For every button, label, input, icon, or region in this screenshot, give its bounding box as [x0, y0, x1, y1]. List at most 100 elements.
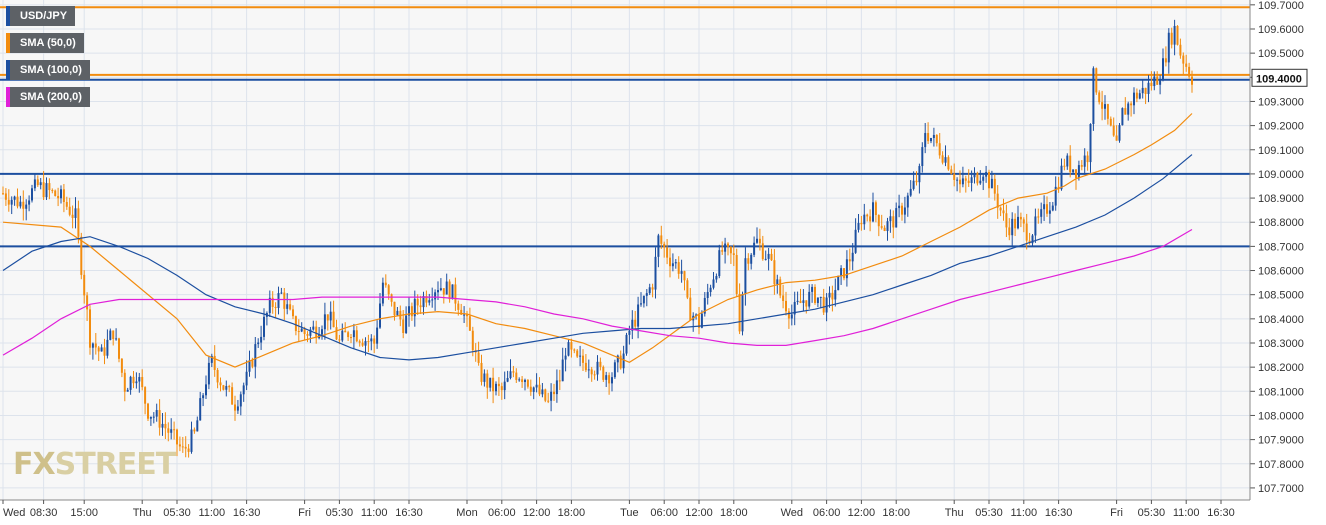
candle-body: [1008, 227, 1011, 236]
candle-body: [234, 404, 236, 411]
candle-body: [181, 446, 184, 448]
candle-body: [297, 331, 300, 333]
candle-body: [1043, 204, 1046, 210]
candle-body: [210, 355, 213, 363]
candle-body: [550, 391, 553, 401]
candle-body: [663, 243, 666, 248]
candle-body: [700, 313, 703, 328]
candle-body: [787, 311, 790, 319]
candle-body: [808, 291, 811, 307]
candle-body: [103, 347, 106, 356]
candle-body: [657, 235, 660, 257]
candle-body: [895, 208, 898, 228]
candle-body: [906, 195, 909, 208]
candle-body: [880, 226, 883, 228]
candle-body: [463, 314, 466, 316]
candle-body: [393, 301, 396, 316]
candle-body: [332, 311, 335, 328]
candle-body: [277, 293, 280, 308]
candle-body: [640, 303, 642, 305]
candle-body: [924, 133, 927, 148]
candle-body: [613, 362, 616, 378]
candle-body: [582, 355, 584, 363]
candle-body: [555, 380, 558, 395]
candle-body: [529, 386, 532, 392]
candle-body: [976, 173, 979, 184]
candle-body: [129, 376, 132, 390]
candle-body: [228, 386, 231, 388]
candle-body: [1048, 210, 1051, 214]
candle-body: [837, 275, 840, 291]
candle-body: [236, 406, 239, 411]
x-tick-label: 11:00: [1173, 507, 1200, 519]
candle-body: [959, 179, 961, 185]
candle-body: [126, 389, 129, 392]
candle-body: [451, 284, 454, 300]
candle-body: [619, 355, 622, 369]
candle-body: [1118, 125, 1121, 141]
y-tick-label: 108.8000: [1258, 217, 1304, 229]
candle-body: [1191, 76, 1193, 85]
candle-body: [80, 236, 83, 275]
candle-body: [903, 207, 906, 215]
candle-body: [724, 243, 727, 252]
candle-body: [1138, 93, 1141, 99]
candle-body: [263, 316, 265, 337]
candle-body: [785, 300, 787, 312]
candle-body: [500, 386, 503, 391]
candle-body: [222, 385, 225, 390]
candle-body: [358, 341, 361, 343]
candle-body: [132, 376, 135, 384]
candle-body: [118, 338, 120, 359]
candle-body: [434, 292, 437, 300]
candle-body: [877, 215, 880, 227]
candle-body: [1069, 155, 1072, 173]
candle-body: [625, 334, 628, 354]
candle-body: [402, 319, 405, 334]
plot-area: [0, 0, 1250, 500]
candle-body: [1101, 102, 1104, 109]
candle-body: [1075, 169, 1077, 179]
candle-body: [1162, 58, 1164, 81]
candle-body: [634, 319, 637, 327]
candle-body: [384, 282, 387, 286]
candle-body: [274, 306, 277, 308]
legend-item-sma200: SMA (200,0): [6, 87, 90, 107]
x-tick-label: 12:00: [848, 507, 876, 519]
candle-body: [257, 342, 260, 345]
candle-body: [207, 362, 210, 385]
candle-body: [231, 387, 234, 405]
candle-body: [1092, 68, 1095, 124]
candle-body: [379, 303, 381, 328]
x-axis-panel: [0, 500, 1326, 525]
candle-body: [135, 381, 138, 384]
candle-body: [106, 339, 109, 356]
candle-body: [83, 274, 86, 296]
candle-body: [857, 222, 860, 230]
candle-body: [213, 355, 216, 370]
candle-body: [579, 355, 582, 357]
candle-body: [390, 294, 393, 302]
candle-body: [921, 147, 924, 167]
candle-body: [416, 298, 419, 306]
candle-body: [819, 296, 822, 298]
candle-body: [790, 314, 793, 319]
candle-body: [805, 300, 808, 307]
candle-body: [283, 292, 286, 309]
candle-body: [680, 271, 683, 274]
candle-body: [376, 327, 379, 344]
candle-body: [953, 173, 956, 180]
candle-body: [315, 326, 318, 339]
candle-body: [387, 285, 390, 295]
candle-body: [941, 155, 944, 163]
y-tick-label: 108.3000: [1258, 338, 1304, 350]
candle-body: [567, 342, 570, 356]
y-tick-label: 108.4000: [1258, 314, 1304, 326]
candle-body: [927, 133, 930, 142]
x-tick-label: 06:00: [813, 507, 841, 519]
candle-body: [1170, 32, 1173, 45]
sma-line-500: [2, 113, 1193, 368]
candle-body: [225, 386, 228, 390]
y-tick-label: 109.2000: [1258, 121, 1304, 133]
candle-body: [2, 193, 4, 195]
